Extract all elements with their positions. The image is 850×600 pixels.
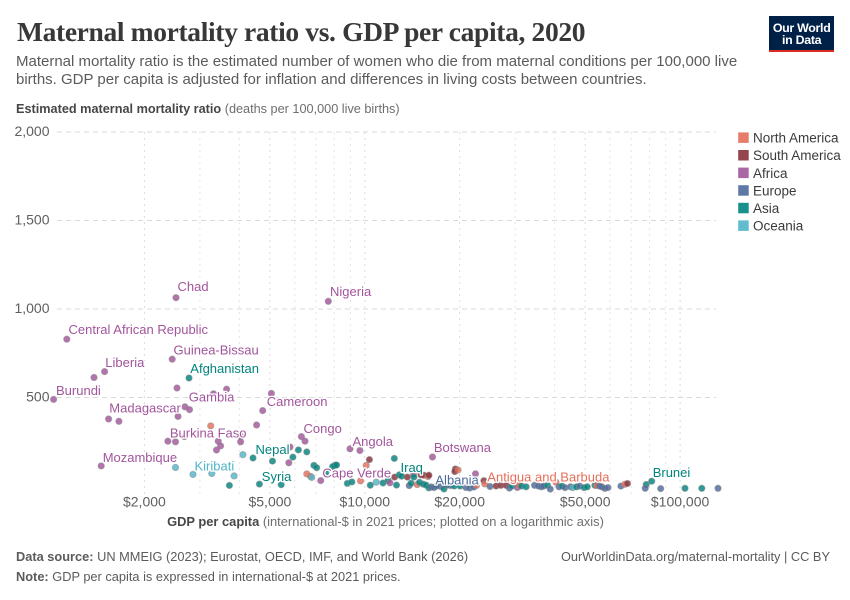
- svg-text:Guinea-Bissau: Guinea-Bissau: [174, 343, 259, 358]
- svg-text:Albania: Albania: [435, 472, 479, 487]
- svg-text:Antigua and Barbuda: Antigua and Barbuda: [487, 470, 610, 485]
- svg-text:Cape Verde: Cape Verde: [322, 466, 391, 481]
- svg-text:Mozambique: Mozambique: [103, 450, 177, 465]
- svg-text:$5,000: $5,000: [248, 494, 291, 510]
- svg-text:Burkina Faso: Burkina Faso: [170, 425, 247, 440]
- svg-text:$50,000: $50,000: [560, 494, 611, 510]
- svg-text:Cameroon: Cameroon: [267, 394, 328, 409]
- svg-text:South America: South America: [753, 148, 841, 163]
- svg-text:Central African Republic: Central African Republic: [69, 322, 209, 337]
- svg-text:Botswana: Botswana: [434, 440, 492, 455]
- svg-text:Nepal: Nepal: [256, 442, 290, 457]
- svg-text:$2,000: $2,000: [123, 494, 166, 510]
- svg-text:Madagascar: Madagascar: [109, 401, 181, 416]
- svg-text:500: 500: [26, 388, 50, 404]
- svg-text:1,000: 1,000: [14, 300, 49, 316]
- svg-text:Asia: Asia: [753, 201, 780, 216]
- svg-text:Kiribati: Kiribati: [195, 458, 235, 473]
- svg-text:Nigeria: Nigeria: [330, 284, 372, 299]
- svg-text:2,000: 2,000: [14, 123, 49, 139]
- svg-text:Gambia: Gambia: [189, 390, 235, 405]
- svg-text:$10,000: $10,000: [339, 494, 390, 510]
- svg-text:Burundi: Burundi: [56, 383, 101, 398]
- svg-text:Africa: Africa: [753, 166, 788, 181]
- svg-text:Congo: Congo: [304, 421, 342, 436]
- svg-text:Iraq: Iraq: [401, 460, 423, 475]
- svg-text:Oceania: Oceania: [753, 219, 804, 234]
- svg-text:Chad: Chad: [178, 279, 209, 294]
- svg-text:North America: North America: [753, 131, 839, 146]
- svg-text:$100,000: $100,000: [651, 494, 710, 510]
- svg-text:Liberia: Liberia: [105, 355, 145, 370]
- svg-text:Syria: Syria: [262, 469, 292, 484]
- svg-text:Angola: Angola: [353, 434, 394, 449]
- svg-text:1,500: 1,500: [14, 211, 49, 227]
- svg-text:Afghanistan: Afghanistan: [190, 361, 259, 376]
- svg-text:Brunei: Brunei: [653, 465, 691, 480]
- svg-text:Europe: Europe: [753, 183, 797, 198]
- svg-text:$20,000: $20,000: [434, 494, 485, 510]
